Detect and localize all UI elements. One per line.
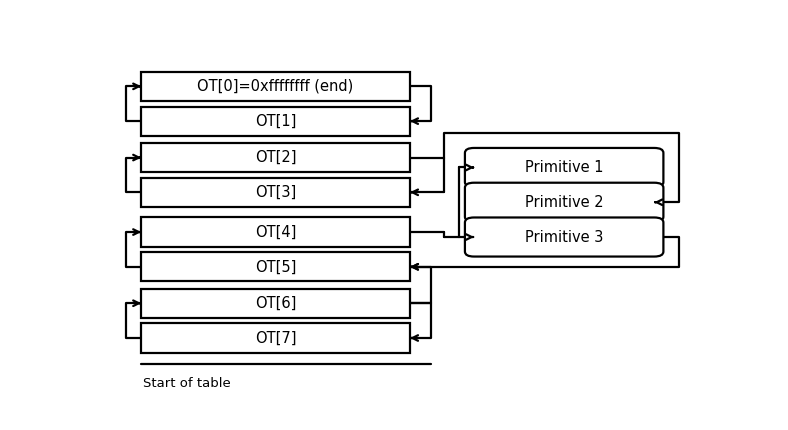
FancyBboxPatch shape <box>465 183 663 222</box>
Text: OT[1]: OT[1] <box>255 114 296 129</box>
FancyBboxPatch shape <box>141 178 410 207</box>
Text: OT[7]: OT[7] <box>255 331 296 345</box>
FancyBboxPatch shape <box>141 72 410 101</box>
Text: OT[2]: OT[2] <box>255 150 296 165</box>
FancyBboxPatch shape <box>141 218 410 247</box>
FancyBboxPatch shape <box>141 107 410 136</box>
Text: OT[0]=0xffffffff (end): OT[0]=0xffffffff (end) <box>198 79 354 94</box>
FancyBboxPatch shape <box>141 289 410 318</box>
FancyBboxPatch shape <box>141 323 410 353</box>
Text: OT[3]: OT[3] <box>255 185 296 200</box>
Text: OT[4]: OT[4] <box>255 224 296 240</box>
Text: OT[6]: OT[6] <box>255 296 296 311</box>
Text: Primitive 2: Primitive 2 <box>525 195 604 210</box>
FancyBboxPatch shape <box>465 218 663 257</box>
Text: Start of table: Start of table <box>143 378 231 390</box>
FancyBboxPatch shape <box>141 143 410 172</box>
FancyBboxPatch shape <box>141 252 410 281</box>
FancyBboxPatch shape <box>465 148 663 187</box>
Text: OT[5]: OT[5] <box>255 259 296 274</box>
Text: Primitive 1: Primitive 1 <box>525 160 604 175</box>
Text: Primitive 3: Primitive 3 <box>525 230 604 245</box>
